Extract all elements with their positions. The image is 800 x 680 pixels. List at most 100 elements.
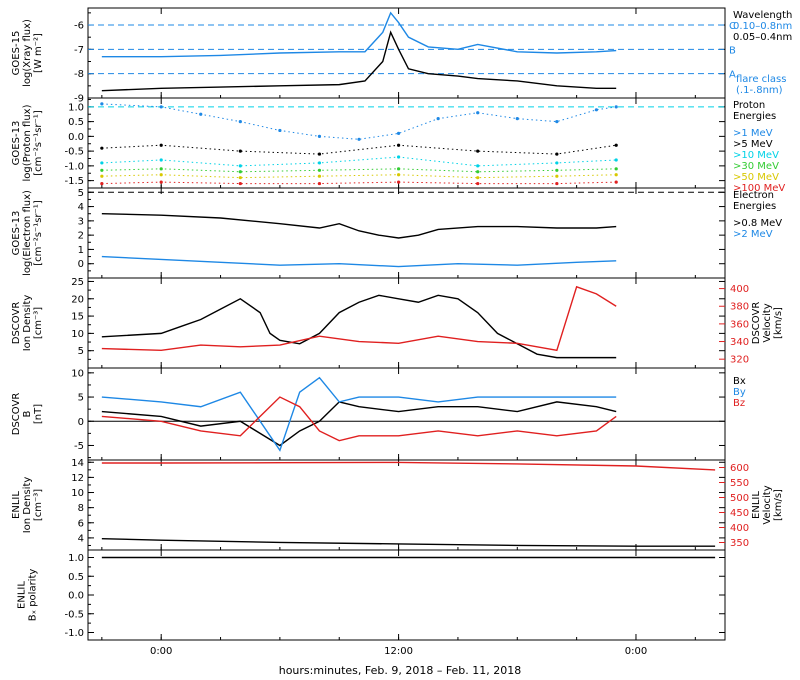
panel-enlil_density: 4 6 8 10 12 14 ENLILIon Density[cm⁻³] 350 400 450… [11,458,784,551]
y-axis-label: ENLILBₓ polarity [17,569,39,622]
legend-entry: Bz [733,398,745,409]
series--10-MeV [101,156,617,167]
y-right-tick-label: 550 [730,478,749,489]
y-right-tick-label: 350 [730,538,749,549]
y-axis-label: ENLILIon Density[cm⁻³] [11,477,44,534]
series--0-8-MeV [101,213,617,239]
x-tick-label: 12:00 [384,646,413,657]
y-right-tick-label: 400 [730,284,749,295]
data-point [317,161,322,165]
y-tick-label: 0.5 [68,117,84,128]
y-tick-label: 6 [78,518,84,529]
y-tick-label: 8 [78,503,84,514]
y-tick-label: -7 [74,45,84,56]
y-tick-label: 5 [78,393,84,404]
series--30-MeV [101,168,617,173]
series-Ion-Density [101,537,716,547]
data-point [238,181,242,186]
flare-class-label: B [729,45,736,56]
data-point [396,173,401,177]
y-tick-label: 5 [78,188,84,199]
y-tick-label: 10 [71,329,84,340]
panel-enlil_polarity: -1.0 -0.5 0.0 0.5 1.0 ENLILBₓ polarity [17,549,726,641]
y-tick-label: 4 [78,202,84,213]
data-point [396,167,401,171]
y-tick-label: 15 [71,312,84,323]
y-tick-label: 1 [78,245,84,256]
y-tick-label: -0.5 [64,147,84,158]
series-By [101,376,617,452]
data-point [476,176,480,180]
legend-entry: By [733,387,746,398]
panel-dscovr_density: 5 10 15 20 25 DSCOVRIon Density[cm⁻³] 320 340 36… [11,277,784,369]
y-right-axis-label: DSCOVRVelocity[km/s] [751,302,784,345]
data-point [317,181,322,186]
y-axis-label: GOES-15log(Xray flux)[W m⁻²] [11,19,44,87]
y-tick-label: 0.0 [68,132,84,143]
data-point [614,167,618,171]
y-right-tick-label: 360 [730,319,749,330]
x-tick-label: 0:00 [150,646,172,657]
y-right-tick-label: 340 [730,337,749,348]
y-axis-label: DSCOVRIon Density[cm⁻³] [11,295,44,352]
legend-title: Energies [733,111,776,122]
flare-class-note: (.1-.8nm) [736,85,783,96]
series-Bz [101,396,617,442]
legend-title: 0.10–0.8nm [733,21,792,32]
y-tick-label: 25 [71,277,84,288]
panel-xray: -9 -8 -7 -6 GOES-15log(Xray flux)[W m⁻²] A B CW… [11,7,792,105]
time-axis-label: hours:minutes, Feb. 9, 2018 – Feb. 11, 2… [278,664,522,677]
data-point [614,173,618,177]
legend-entry: >1 MeV [733,128,773,139]
data-point [317,174,322,178]
data-point [238,170,242,174]
y-tick-label: -1.0 [64,628,84,639]
series-Velocity [101,285,617,352]
panel-frame [87,367,726,461]
data-point [396,180,401,184]
series--2-MeV [101,255,617,268]
data-point [555,152,559,156]
legend-entry: >30 MeV [733,161,779,172]
y-tick-label: 0.0 [68,591,84,602]
panel-frame [87,549,726,641]
y-right-tick-label: 450 [730,508,749,519]
data-point [238,176,242,180]
y-axis-label: DSCOVRB[nT] [11,393,44,436]
series--50-MeV [101,174,617,179]
data-point [238,149,242,153]
flare-class-label: C [729,21,736,32]
y-right-tick-label: 500 [730,493,749,504]
y-tick-label: 1.0 [68,102,84,113]
series-0-10-0-8nm [101,11,617,58]
y-tick-label: 2 [78,231,84,242]
panel-frame [87,277,726,369]
legend-title: Proton [733,100,765,111]
data-point [555,161,559,165]
panel-proton: -1.5 -1.0 -0.5 0.0 0.5 1.0 GOES-13log(Proton f… [11,97,785,194]
y-tick-label: 1.0 [68,553,84,564]
y-tick-label: 20 [71,294,84,305]
legend-entry: >50 MeV [733,172,779,183]
y-tick-label: -0.5 [64,609,84,620]
y-right-tick-label: 380 [730,302,749,313]
data-point [614,158,618,162]
series-0-05-0-4nm [101,30,617,92]
panel-electron: 0 1 2 3 4 5 GOES-13log(Electron flux)[cm⁻²s⁻¹s… [11,187,782,279]
legend-entry: Bx [733,376,746,387]
y-tick-label: 5 [78,346,84,357]
y-tick-label: 0.5 [68,572,84,583]
data-point [476,181,480,186]
legend-title: Electron [733,190,774,201]
y-tick-label: 12 [71,473,84,484]
y-tick-label: -6 [74,21,84,32]
data-point [317,152,322,156]
series-Velocity [101,461,716,471]
legend-title: Energies [733,201,776,212]
data-point [476,164,480,168]
data-point [476,170,480,174]
legend-entry: >100 MeV [733,183,785,194]
legend-title: 0.05–0.4nm [733,32,792,43]
